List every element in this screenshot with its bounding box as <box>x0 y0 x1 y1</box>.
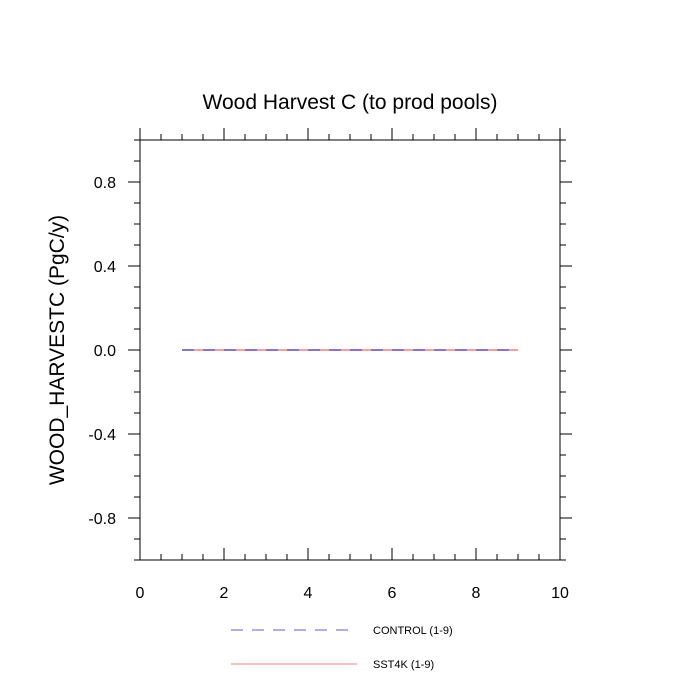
x-tick-label: 6 <box>388 585 397 602</box>
x-tick-labels: 0 2 4 6 8 10 <box>136 585 569 602</box>
x-tick-label: 10 <box>551 585 569 602</box>
y-tick-label: 0.4 <box>94 259 116 276</box>
legend: CONTROL (1-9) SST4K (1-9) <box>231 625 453 671</box>
y-tick-label: -0.8 <box>88 511 116 528</box>
y-tick-label: -0.4 <box>88 427 116 444</box>
x-tick-label: 8 <box>472 585 481 602</box>
x-tick-label: 0 <box>136 585 145 602</box>
y-tick-label: 0.0 <box>94 343 116 360</box>
y-tick-labels: -0.8 -0.4 0.0 0.4 0.8 <box>88 175 116 528</box>
y-tick-label: 0.8 <box>94 175 116 192</box>
legend-label: SST4K (1-9) <box>373 659 434 671</box>
chart-title: Wood Harvest C (to prod pools) <box>203 91 498 114</box>
y-axis-label: WOOD_HARVESTC (PgC/y) <box>46 215 69 485</box>
x-tick-label: 2 <box>220 585 229 602</box>
x-tick-label: 4 <box>304 585 313 602</box>
axis-ticks <box>128 128 572 561</box>
legend-label: CONTROL (1-9) <box>373 625 453 637</box>
